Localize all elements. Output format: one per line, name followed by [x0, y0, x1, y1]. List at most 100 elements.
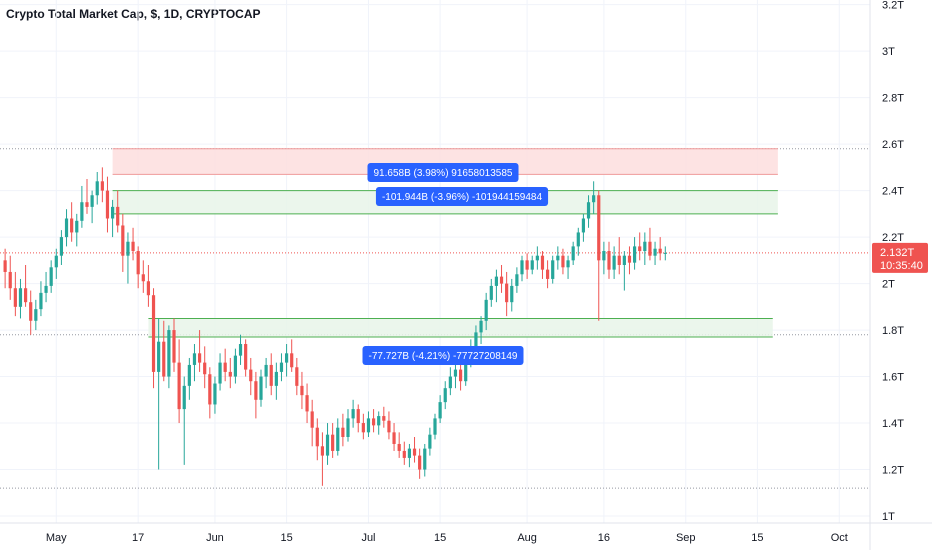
candle-body: [566, 260, 570, 268]
candle-body: [448, 376, 452, 389]
candle-body: [95, 181, 99, 196]
candle-body: [100, 181, 104, 191]
candle-body: [443, 388, 447, 403]
y-tick-label: 3.2T: [882, 0, 904, 12]
candle-body: [203, 362, 207, 375]
candle-body: [525, 260, 529, 270]
candle-body: [13, 288, 17, 307]
candle-body: [208, 374, 212, 405]
candle-body: [597, 195, 601, 261]
candle-body: [428, 434, 432, 449]
candle-body: [29, 302, 33, 321]
candle-body: [157, 341, 161, 372]
candle-body: [351, 409, 355, 419]
candle-body: [658, 248, 662, 254]
candle-body: [438, 402, 442, 419]
candle-body: [602, 251, 606, 261]
candle-body: [402, 450, 406, 458]
x-tick-label: Jun: [206, 532, 224, 544]
candle-body: [213, 383, 217, 405]
x-tick-label: Jul: [361, 532, 375, 544]
candle-body: [653, 248, 657, 256]
candle-body: [346, 418, 350, 437]
candle-body: [223, 362, 227, 372]
candle-body: [356, 409, 360, 424]
candle-body: [499, 276, 504, 284]
candle-body: [561, 255, 565, 268]
candle-body: [90, 195, 94, 207]
y-tick-label: 2.6T: [882, 139, 904, 151]
candle-body: [54, 255, 58, 268]
measurement-label: -77.727B (-4.21%) -77727208149: [362, 346, 524, 365]
candle-body: [458, 369, 463, 382]
candle-body: [336, 427, 340, 451]
x-tick-label: Sep: [676, 532, 696, 544]
candle-body: [581, 218, 586, 233]
candle-body: [632, 246, 637, 263]
candle-body: [254, 381, 258, 400]
candle-body: [300, 385, 304, 396]
candle-body: [464, 362, 468, 382]
candle-body: [310, 411, 314, 428]
candle-body: [622, 255, 626, 265]
candle-body: [18, 288, 23, 307]
candle-body: [505, 283, 509, 303]
candle-body: [85, 202, 89, 207]
candle-body: [397, 443, 401, 451]
measurement-label-text: -77.727B (-4.21%) -77727208149: [369, 351, 518, 362]
candle-body: [259, 376, 263, 400]
candle-body: [433, 418, 437, 435]
x-tick-label: 15: [751, 532, 763, 544]
candle-body: [151, 295, 156, 372]
candle-body: [249, 369, 253, 382]
x-tick-label: 16: [598, 532, 610, 544]
candle-body: [576, 232, 580, 247]
candle-body: [320, 446, 325, 456]
candle-body: [80, 202, 84, 221]
candle-body: [44, 285, 48, 293]
x-tick-label: Oct: [831, 532, 848, 544]
candle-body: [238, 344, 243, 356]
candle-body: [141, 274, 145, 282]
candle-body: [453, 369, 458, 377]
y-tick-label: 2.2T: [882, 232, 904, 244]
candle-body: [64, 218, 69, 238]
candle-body: [23, 288, 28, 303]
candle-body: [8, 271, 12, 289]
y-tick-label: 1.8T: [882, 325, 904, 337]
candle-body: [49, 267, 53, 286]
candle-body: [192, 353, 197, 365]
measurement-label-text: 91.658B (3.98%) 91658013585: [373, 168, 512, 179]
candle-body: [366, 418, 371, 433]
candle-body: [228, 371, 232, 377]
candle-body: [3, 260, 7, 272]
x-tick-label: May: [46, 532, 67, 544]
candle-body: [162, 341, 166, 377]
candle-body: [643, 241, 647, 252]
current-price-tag-bg: [872, 242, 928, 273]
current-price-countdown: 10:35:40: [880, 260, 923, 272]
candle-body: [418, 455, 422, 470]
candle-body: [515, 274, 519, 286]
candle-body: [530, 260, 534, 270]
candle-body: [59, 237, 64, 256]
candle-body: [535, 255, 539, 261]
candle-body: [121, 225, 125, 256]
candle-body: [341, 427, 345, 437]
candle-body: [182, 385, 186, 410]
candle-body: [110, 206, 115, 219]
chart-title: Crypto Total Market Cap, $, 1D, CRYPTOCA…: [6, 7, 261, 21]
y-tick-label: 2.4T: [882, 186, 904, 198]
candle-body: [382, 416, 386, 421]
measurement-label-text: -101.944B (-3.96%) -101944159484: [382, 192, 543, 203]
candle-body: [146, 281, 151, 296]
candle-body: [407, 448, 412, 458]
candle-body: [586, 202, 591, 219]
candle-body: [545, 269, 550, 279]
candle-body: [571, 246, 575, 261]
candle-body: [638, 246, 642, 252]
candle-body: [627, 255, 632, 263]
candle-body: [315, 427, 319, 447]
